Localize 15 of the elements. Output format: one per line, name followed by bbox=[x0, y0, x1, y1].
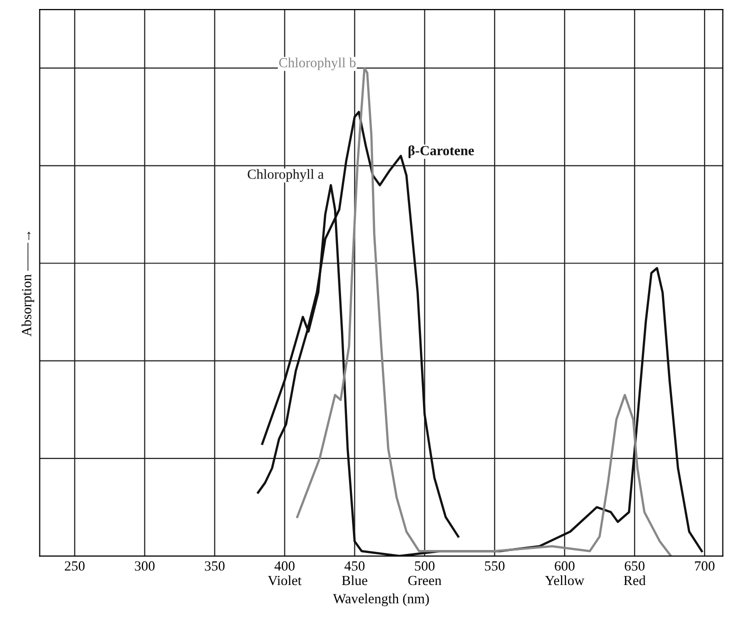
x-tick-label: 700 bbox=[695, 561, 714, 571]
x-tick-label: 650 Red bbox=[624, 561, 646, 586]
x-tick-label: 250 bbox=[64, 561, 85, 571]
x-tick-label: 550 bbox=[485, 561, 505, 571]
x-tick-label: 350 bbox=[204, 561, 225, 571]
x-tick-label: 500 Green bbox=[408, 561, 442, 586]
series-label: Chlorophyll a bbox=[248, 169, 324, 182]
x-tick-label: 450 Blue bbox=[342, 561, 368, 586]
x-tick-label: 300 bbox=[134, 561, 155, 571]
x-axis-title: Wavelength (nm) bbox=[333, 594, 429, 606]
series-label: Chlorophyll b bbox=[279, 58, 356, 70]
x-tick-label: 400 Violet bbox=[268, 561, 302, 586]
x-tick-label: 600 Yellow bbox=[545, 561, 584, 586]
y-axis-title: Absorption ——→ bbox=[22, 232, 34, 336]
series-label: β-Carotene bbox=[408, 145, 474, 158]
